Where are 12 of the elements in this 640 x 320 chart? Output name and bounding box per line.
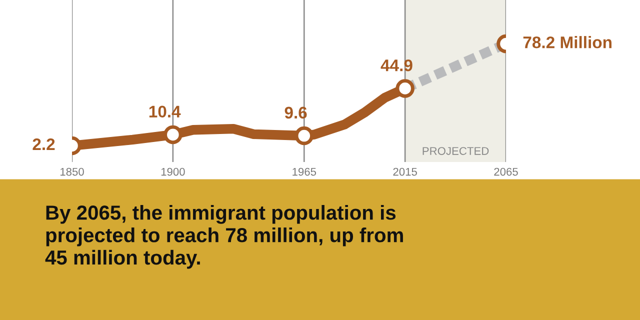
x-tick-label: 1965 [292,168,316,176]
data-label: 78.2 Million [523,36,612,48]
text: By 2065, the immigrant population is projected to reach 78 million, up from 45 million today. [45,205,403,269]
x-tick-label: 2065 [494,168,518,176]
x-tick-label: 2015 [393,168,417,176]
data-label: 10.4 [149,106,181,118]
x-tick-label: 1850 [60,168,84,176]
data-label: 9.6 [284,106,307,119]
x-tick-label: 1900 [161,168,185,176]
band-label: PROJECTED [422,147,489,155]
data-label: 44.9 [380,59,412,72]
data-label: 2.2 [32,138,55,150]
